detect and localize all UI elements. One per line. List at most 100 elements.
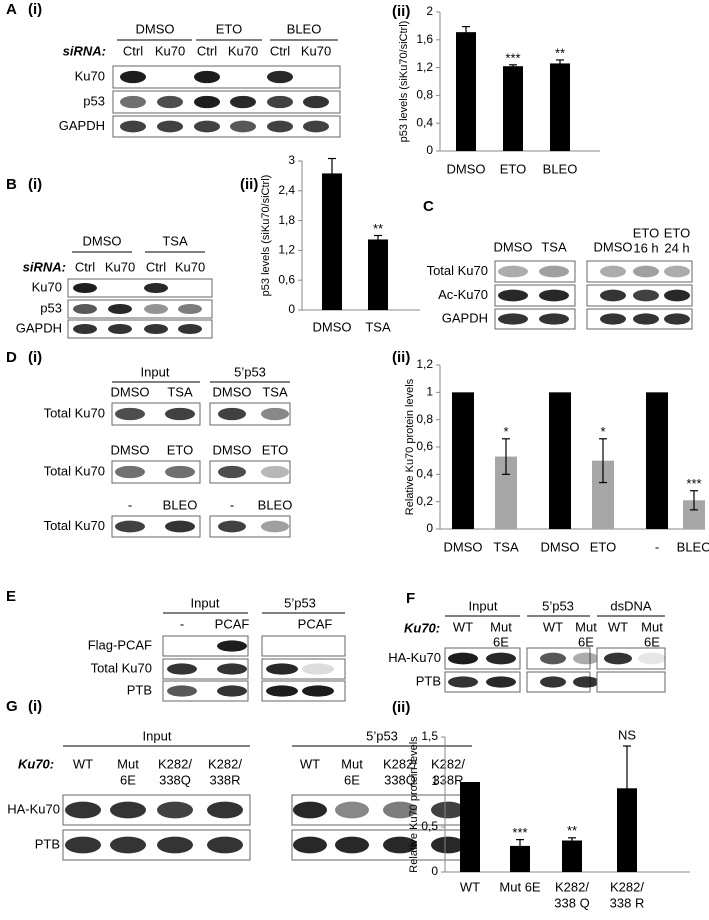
blot-band — [600, 265, 626, 278]
y-tick-label: 0,4 — [416, 115, 433, 129]
significance-label: ** — [567, 823, 577, 838]
bar — [456, 32, 476, 151]
blot-band — [207, 836, 243, 854]
blot-band — [486, 652, 516, 665]
panel-label: G — [6, 698, 18, 715]
blot-band — [303, 95, 329, 109]
x-tick-label: K282/ — [555, 879, 589, 894]
blot-band — [540, 676, 566, 688]
lane-label: K282/ — [208, 756, 242, 771]
blot-band — [110, 836, 146, 854]
lane-label: 338R — [209, 772, 240, 787]
lane-label: PCAF — [298, 616, 333, 631]
lane-label: DMSO — [111, 384, 150, 399]
blot-band — [217, 685, 247, 697]
bar — [452, 392, 474, 529]
y-axis-label: Relative Ku70 protein levels — [408, 736, 420, 873]
y-tick-label: 0,6 — [416, 439, 433, 453]
error-bar — [568, 837, 576, 844]
blot-box — [112, 65, 341, 89]
error-bar — [599, 438, 607, 484]
lane-label: ETO — [633, 225, 660, 240]
group-label: TSA — [162, 233, 188, 248]
blot-band — [165, 407, 195, 421]
lane-label: BLEO — [258, 497, 293, 512]
blot-band — [73, 323, 97, 335]
row-label: GAPDH — [59, 118, 105, 133]
blot-band — [194, 95, 220, 109]
row-label: PTB — [416, 673, 441, 688]
group-label: Input — [469, 598, 498, 613]
blot-band — [302, 663, 334, 675]
lane-label: Ctrl — [123, 43, 143, 58]
sub-label: (i) — [28, 176, 42, 193]
lane-label: 6E — [493, 634, 509, 649]
blot-band — [633, 313, 659, 325]
row-label: HA-Ku70 — [388, 650, 441, 665]
error-bar — [516, 838, 524, 853]
blot-band — [194, 70, 220, 84]
row-label: Total Ku70 — [44, 463, 105, 478]
sub-label: (i) — [28, 698, 42, 715]
row-label: PTB — [127, 682, 152, 697]
lane-label: WT — [453, 619, 473, 634]
lane-label: 6E — [578, 634, 594, 649]
group-label: DMSO — [83, 233, 122, 248]
lane-label: DMSO — [594, 239, 633, 254]
blot-band — [600, 313, 626, 325]
blot-box — [586, 260, 693, 283]
blot-band — [604, 652, 632, 665]
error-bar — [462, 25, 470, 39]
row-label: Total Ku70 — [427, 263, 488, 278]
row-label: p53 — [83, 93, 105, 108]
blot-band — [178, 323, 202, 335]
blot-band — [539, 265, 569, 278]
y-tick-label: 1,2 — [278, 243, 295, 257]
y-tick-label: 2 — [426, 4, 433, 18]
y-tick-label: 3 — [288, 153, 295, 167]
blot-band — [115, 465, 145, 479]
blot-band — [261, 407, 289, 421]
bar — [322, 173, 342, 310]
significance-label: * — [600, 424, 605, 439]
lane-label: 6E — [344, 772, 360, 787]
lane-label: 338Q — [159, 772, 191, 787]
lane-label: DMSO — [494, 239, 533, 254]
lane-label: K282/ — [383, 756, 417, 771]
chart-title: (ii) — [240, 176, 258, 193]
lane-key: siRNA: — [23, 259, 66, 274]
lane-label: DMSO — [213, 384, 252, 399]
row-label: Ac-Ku70 — [438, 287, 488, 302]
lane-label: BLEO — [163, 497, 198, 512]
blot-band — [157, 95, 183, 109]
blot-band — [431, 836, 465, 854]
row-label: p53 — [40, 300, 62, 315]
blot-box — [596, 671, 666, 693]
group-label: BLEO — [287, 21, 322, 36]
bar — [562, 840, 582, 872]
row-label: GAPDH — [16, 320, 62, 335]
chart-title: (ii) — [392, 3, 410, 20]
lane-label: Ku70 — [105, 259, 135, 274]
group-label: 5’p53 — [542, 598, 574, 613]
y-tick-label: 0,8 — [416, 88, 433, 102]
x-tick-label: BLEO — [543, 161, 578, 176]
bar — [646, 392, 668, 529]
panel-label: C — [423, 198, 434, 215]
panel-label: A — [6, 1, 17, 18]
blot-band — [230, 120, 256, 133]
blot-box — [494, 260, 576, 283]
x-tick-label: 338 Q — [554, 895, 589, 910]
blot-box — [261, 635, 346, 657]
lane-label: Ku70 — [175, 259, 205, 274]
y-tick-label: 1 — [426, 385, 433, 399]
y-axis-label: Relative Ku70 protein levels — [404, 378, 416, 515]
x-tick-label: TSA — [365, 319, 391, 334]
y-tick-label: 0,2 — [416, 494, 433, 508]
x-tick-label: ETO — [590, 539, 617, 554]
blot-band — [486, 676, 516, 688]
blot-band — [115, 520, 145, 533]
lane-label: 16 h — [633, 240, 658, 255]
row-label: Total Ku70 — [44, 518, 105, 533]
